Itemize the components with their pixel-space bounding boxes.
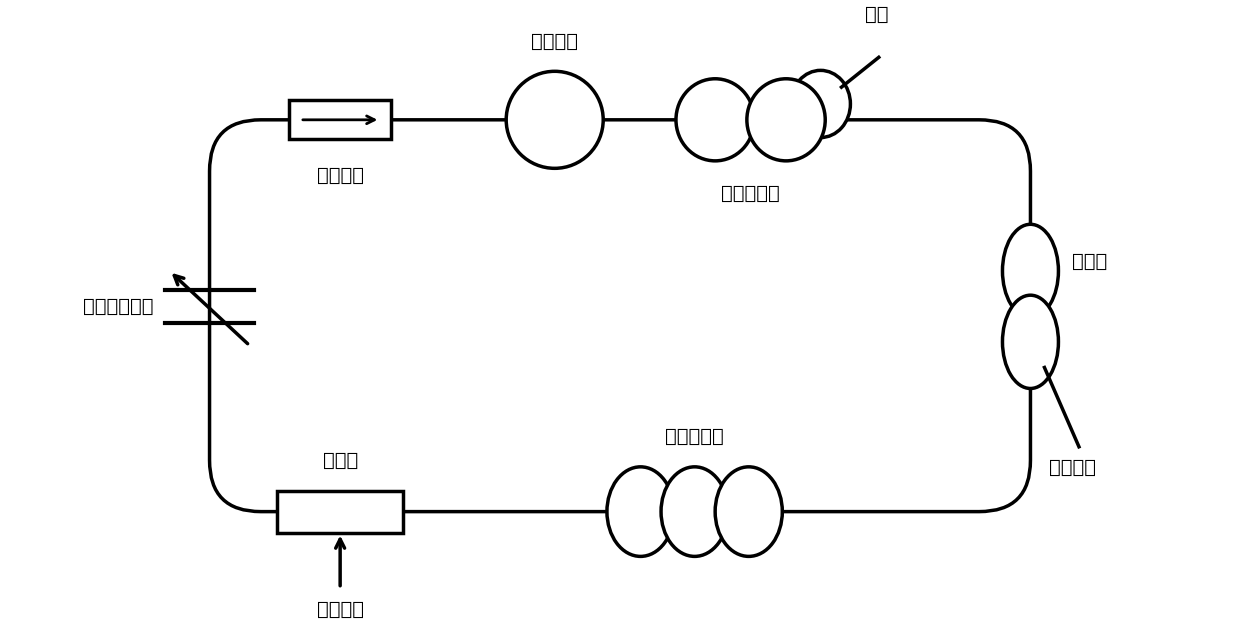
Text: 激光输出: 激光输出 bbox=[1049, 458, 1096, 477]
Bar bbox=[289, 100, 392, 140]
Ellipse shape bbox=[676, 79, 754, 161]
Text: 光隔离器: 光隔离器 bbox=[316, 166, 363, 185]
Text: 波分复用器: 波分复用器 bbox=[722, 184, 780, 203]
Ellipse shape bbox=[715, 467, 782, 556]
Ellipse shape bbox=[506, 71, 603, 168]
Bar bbox=[278, 490, 403, 533]
Text: 戄杂光纤: 戄杂光纤 bbox=[531, 32, 578, 51]
Ellipse shape bbox=[661, 467, 728, 556]
Ellipse shape bbox=[1002, 224, 1059, 317]
Ellipse shape bbox=[606, 467, 675, 556]
Ellipse shape bbox=[791, 71, 851, 138]
Text: 可调谐滤波器: 可调谐滤波器 bbox=[83, 297, 154, 316]
Ellipse shape bbox=[746, 79, 826, 161]
Text: 耦合器: 耦合器 bbox=[1073, 252, 1107, 271]
Ellipse shape bbox=[1002, 295, 1059, 389]
Text: 泵浦: 泵浦 bbox=[864, 5, 888, 24]
Text: 偏振控制器: 偏振控制器 bbox=[665, 427, 724, 446]
Text: 微波信号: 微波信号 bbox=[316, 600, 363, 619]
Text: 调制器: 调制器 bbox=[322, 451, 358, 470]
